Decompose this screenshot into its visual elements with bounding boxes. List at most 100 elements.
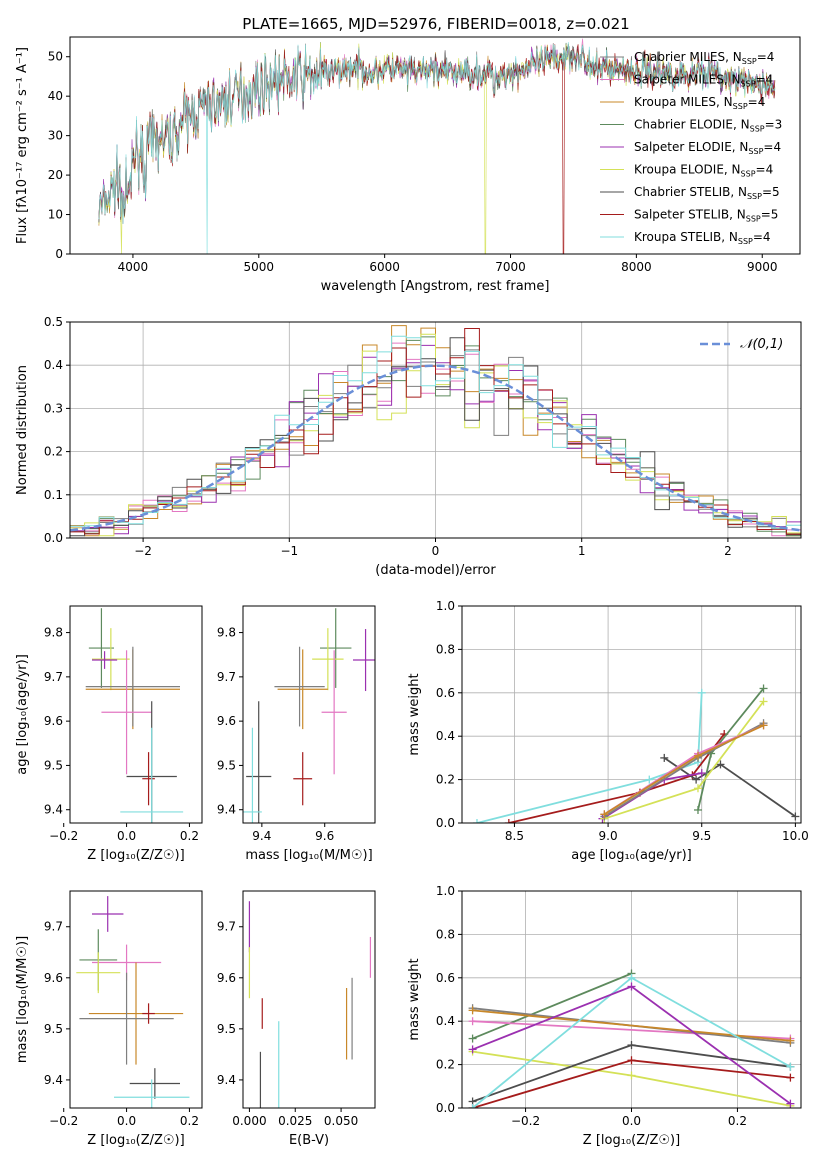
errorbar-kroupa-stelib xyxy=(243,727,262,823)
x-tick-label: 0 xyxy=(432,544,440,558)
plot-area-spectrum xyxy=(98,38,776,254)
y-tick-label: 9.4 xyxy=(217,803,236,817)
plot-area-mass-weight-vs-Z xyxy=(468,969,795,1108)
weight-marker xyxy=(692,775,701,784)
legend-label: Kroupa MILES, NSSP=4 xyxy=(634,95,765,111)
weight-marker xyxy=(468,1045,477,1054)
weight-marker xyxy=(786,1036,795,1045)
axes-frame xyxy=(461,605,802,824)
x-tick-label: −0.2 xyxy=(49,829,78,843)
errorbar-chabrier-miles xyxy=(274,646,325,727)
weight-marker xyxy=(660,753,669,762)
weight-marker xyxy=(627,982,636,991)
weight-marker xyxy=(693,805,702,814)
x-tick-label: 0.050 xyxy=(324,1114,358,1128)
plot-area-mass-vs-EBV xyxy=(248,901,372,1108)
y-tick-label: 9.4 xyxy=(44,803,63,817)
x-tick-label: 0.2 xyxy=(180,1114,199,1128)
weight-line-salpeter-stelib xyxy=(508,733,725,823)
weight-marker xyxy=(693,784,702,793)
weight-marker xyxy=(468,1017,477,1026)
spectrum-line-kroupa-stelib xyxy=(98,42,776,254)
errorbar-kroupa-elodie xyxy=(312,628,344,691)
errorbar-kroupa-elodie xyxy=(92,628,130,691)
figure-title: PLATE=1665, MJD=52976, FIBERID=0018, z=0… xyxy=(242,15,629,33)
y-tick-label: 9.5 xyxy=(44,1022,63,1036)
weight-marker xyxy=(759,697,768,706)
x-tick-label: 0.0 xyxy=(117,829,136,843)
panel-mass-weight-vs-Z: −0.2 0.0 0.2 0.0 0.2 0.4 0.6 0.8 1.0 Z [log₁₀(Z/Z… xyxy=(407,884,802,1148)
weight-marker xyxy=(759,721,768,730)
panel-age-vs-Z: −0.2 0.0 0.2 9.4 9.5 9.6 9.7 9.8 Z [log₁₀(Z/Z☉)]… xyxy=(15,605,203,863)
legend-label: Chabrier STELIB, NSSP=5 xyxy=(634,185,780,201)
y-tick-label: 9.7 xyxy=(44,920,63,934)
plot-area-residuals xyxy=(70,325,801,537)
x-axis-label: Z [log₁₀(Z/Z☉)] xyxy=(87,1133,184,1148)
axes-frame xyxy=(69,36,801,255)
y-tick-label: 9.6 xyxy=(44,714,63,728)
y-tick-label: 9.7 xyxy=(44,670,63,684)
y-tick-label: 9.7 xyxy=(217,920,236,934)
weight-marker xyxy=(627,1071,636,1080)
x-tick-label: 0.2 xyxy=(180,829,199,843)
weight-marker xyxy=(468,1034,477,1043)
axes-frame xyxy=(242,605,376,824)
errorbar-salpeter-stelib xyxy=(142,1003,155,1024)
x-tick-label: −0.2 xyxy=(49,1114,78,1128)
weight-marker xyxy=(697,769,706,778)
panel-mass-vs-EBV: 0.000 0.025 0.050 9.4 9.5 9.6 9.7 E(B-V) xyxy=(217,890,376,1148)
weight-marker xyxy=(786,1099,795,1108)
x-axis-label: Z [log₁₀(Z/Z☉)] xyxy=(87,848,184,863)
weight-marker xyxy=(697,688,706,697)
x-tick-label: −0.2 xyxy=(511,1114,540,1128)
errorbar-salpeter-stelib xyxy=(293,752,313,806)
legend-label: 𝒩(0,1) xyxy=(740,337,783,352)
x-axis-label: age [log₁₀(age/yr)] xyxy=(571,848,692,863)
y-tick-label: 0.2 xyxy=(44,445,63,459)
residuals-legend: 𝒩(0,1) xyxy=(700,337,783,352)
y-tick-label: 9.8 xyxy=(44,626,63,640)
y-tick-label: 0.0 xyxy=(44,531,63,545)
axes-spectrum: 4000 5000 6000 7000 8000 9000 0 10 20 30 40 50 wavel… xyxy=(15,36,801,294)
x-tick-label: 9.4 xyxy=(252,829,271,843)
errorbar-salpeter-elodie xyxy=(92,651,118,669)
x-tick-label: 0.2 xyxy=(728,1114,747,1128)
y-tick-label: 0.4 xyxy=(436,1014,455,1028)
y-tick-label: 9.8 xyxy=(217,626,236,640)
x-tick-label: 1 xyxy=(578,544,586,558)
errorbar-chabrier-miles xyxy=(85,646,180,727)
errorbar-chabrier-miles xyxy=(79,972,174,1065)
x-axis-label: wavelength [Angstrom, rest frame] xyxy=(321,279,550,294)
axes-residuals: −2 −1 0 1 2 0.0 0.1 0.2 0.3 0.4 0.5 (data-model)/er… xyxy=(15,315,802,578)
y-tick-label: 9.4 xyxy=(44,1073,63,1087)
x-axis-label: E(B-V) xyxy=(289,1133,329,1148)
x-tick-label: 5000 xyxy=(244,260,275,274)
errorbar-salpeter-stelib xyxy=(142,752,155,806)
errorbar-salpeter-miles xyxy=(101,650,152,775)
weight-marker xyxy=(716,760,725,769)
panel-age-vs-mass: 9.4 9.6 9.4 9.5 9.6 9.7 9.8 mass [log₁₀(M/M☉)] xyxy=(217,605,376,863)
x-tick-label: 2 xyxy=(724,544,732,558)
weight-marker xyxy=(693,751,702,760)
x-tick-label: 9.5 xyxy=(692,829,711,843)
y-tick-label: 9.6 xyxy=(217,971,236,985)
errorbar-chabrier-stelib xyxy=(129,1068,180,1099)
y-tick-label: 20 xyxy=(48,168,63,182)
y-tick-label: 1.0 xyxy=(436,884,455,898)
x-tick-label: 6000 xyxy=(369,260,400,274)
y-tick-label: 1.0 xyxy=(436,599,455,613)
hist-step-chabrier-elodie xyxy=(70,336,801,537)
axes-frame xyxy=(69,890,203,1109)
errorbar-chabrier-elodie xyxy=(88,608,114,688)
weight-marker xyxy=(791,812,800,821)
axes-mass-weight-vs-age: 8.5 9.0 9.5 10.0 0.0 0.2 0.4 0.6 0.8 1.0 age [log₁… xyxy=(407,599,809,863)
x-axis-label: (data-model)/error xyxy=(375,563,496,578)
x-tick-label: −1 xyxy=(280,544,298,558)
weight-marker xyxy=(627,1041,636,1050)
y-tick-label: 0.0 xyxy=(436,816,455,830)
plot-area-age-vs-mass xyxy=(243,608,375,823)
legend-label: Kroupa STELIB, NSSP=4 xyxy=(634,230,771,246)
panel-mass-weight-vs-age: 8.5 9.0 9.5 10.0 0.0 0.2 0.4 0.6 0.8 1.0 age [log₁… xyxy=(407,599,809,863)
x-tick-label: 0.000 xyxy=(232,1114,266,1128)
errorbar-kroupa-stelib xyxy=(120,727,184,823)
